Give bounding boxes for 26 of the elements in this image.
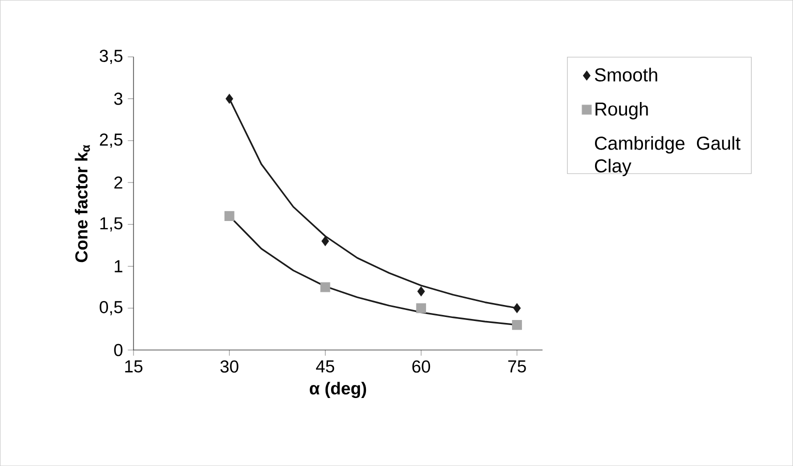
y-tick-label: 2,5 (100, 133, 122, 148)
x-axis-title: α (deg) (310, 382, 366, 398)
y-tick-label: 0,5 (100, 300, 122, 316)
legend-label: Rough (596, 102, 648, 120)
point (513, 303, 521, 313)
y-tick-label: 1 (114, 260, 122, 272)
x-tick-label: 45 (316, 360, 334, 372)
legend-title: Cambridge Gault Clay (595, 136, 740, 176)
x-tick-label: 75 (508, 360, 526, 372)
x-tick-label: 60 (412, 360, 430, 373)
point (226, 94, 234, 104)
point (417, 286, 425, 296)
legend-label: Smooth (594, 68, 658, 82)
point (320, 282, 330, 292)
point (512, 320, 522, 330)
y-tick-label: 3 (114, 92, 122, 105)
y-tick-label: 3,5 (100, 50, 122, 64)
y-axis-title: Cone factor k$_{α}$ (74, 144, 90, 262)
point (321, 236, 330, 246)
point (224, 210, 234, 221)
y-tick-label: 2 (114, 176, 122, 188)
y-tick-label: 0 (114, 344, 122, 356)
x-tick-label: 15 (125, 360, 142, 372)
y-tick-label: 1,5 (100, 217, 122, 232)
point (416, 303, 426, 313)
x-tick-label: 30 (220, 360, 238, 373)
